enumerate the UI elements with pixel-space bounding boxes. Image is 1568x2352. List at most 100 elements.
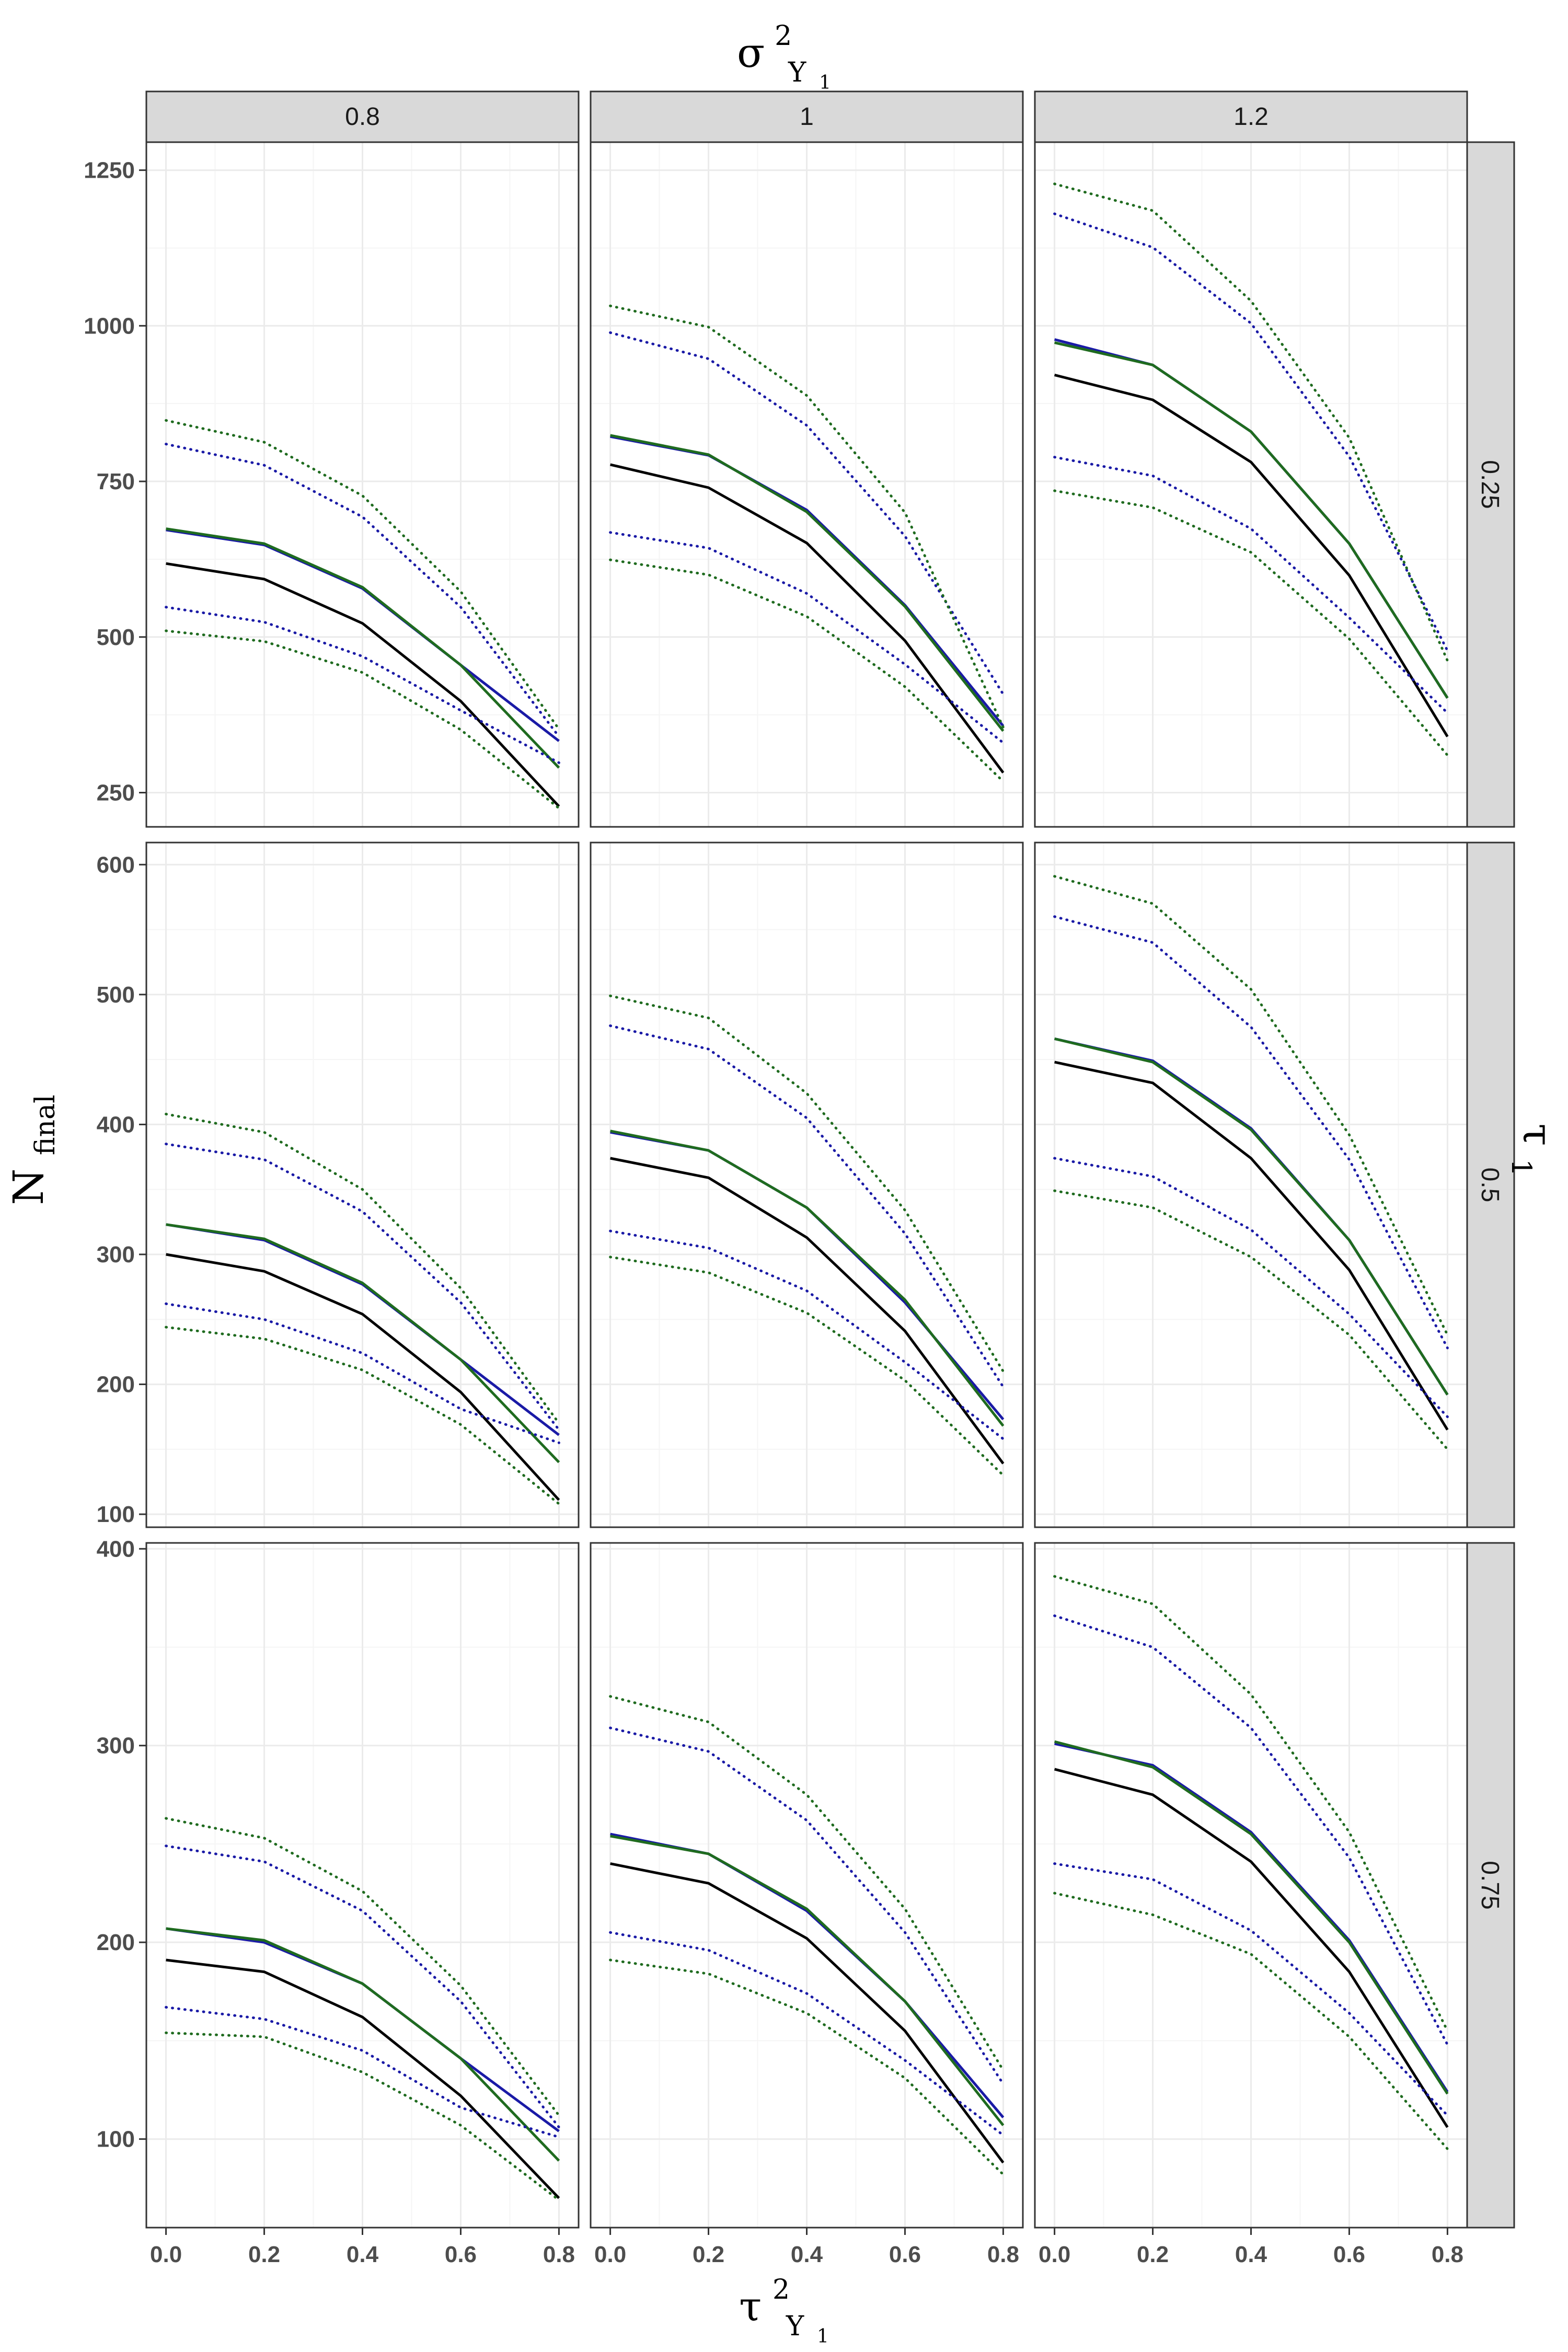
x-tick-label: 0.2: [693, 2242, 724, 2267]
series-line-green-solid: [610, 1835, 1005, 2126]
y-tick-label: 400: [97, 1112, 135, 1137]
x-tick-label: 0.6: [1333, 2242, 1365, 2267]
panel-r2-c2: [590, 841, 1024, 1528]
column-strip-label: 0.8: [345, 103, 380, 131]
x-tick-label: 0.4: [791, 2242, 823, 2267]
x-axis-title-subscript: Y: [786, 2311, 804, 2342]
column-title-subscript: Y: [788, 57, 806, 88]
series-line-black-solid: [610, 463, 1005, 774]
panel-r3-c2: 0.0 0.2 0.4 0.6 0.8: [590, 1542, 1024, 2267]
panel-r1-c2: [590, 141, 1024, 828]
panel-border: [1034, 141, 1468, 828]
row-strip-label: 0.25: [1476, 460, 1504, 509]
x-tick-label: 0.4: [1235, 2242, 1267, 2267]
series-line-black-solid: [1054, 373, 1449, 737]
y-axis-title-subscript: final: [30, 1094, 61, 1155]
y-tick-label: 1000: [84, 313, 135, 339]
x-tick-label: 0.6: [889, 2242, 921, 2267]
series-group: [1053, 182, 1449, 757]
series-line-blue-dotted: [165, 1302, 560, 1444]
series-line-blue-dotted: [165, 1844, 560, 2129]
row-facet-title: τ 1: [1505, 1123, 1561, 1176]
series-line-green-dotted: [1053, 1575, 1449, 2033]
series-group: [609, 994, 1005, 1477]
series-line-green-dotted: [609, 558, 1005, 783]
series-group: [165, 419, 560, 810]
column-title-superscript: 2: [775, 20, 792, 52]
series-line-blue-dotted: [609, 531, 1005, 744]
panel-border: [145, 141, 580, 828]
series-line-green-dotted: [609, 994, 1005, 1373]
row-strip-label: 0.75: [1476, 1861, 1504, 1909]
panel-border: [590, 141, 1024, 828]
series-line-blue-dotted: [609, 1024, 1005, 1388]
series-line-blue-dotted: [165, 2005, 560, 2139]
row-title-symbol: τ: [1514, 1123, 1561, 1146]
series-line-green-dotted: [165, 629, 560, 810]
panel-border: [590, 841, 1024, 1528]
series-line-green-dotted: [165, 1817, 560, 2117]
row-strip-label: 0.5: [1476, 1168, 1504, 1203]
x-axis-title-subsubscript: 1: [817, 2326, 829, 2347]
panel-r1-c3: [1034, 141, 1468, 828]
x-tick-label: 0.2: [248, 2242, 280, 2267]
panel-grid: 0.8 1 1.2 0.25 0.5 0.75 250 500 750 1000 1250 100 20…: [84, 90, 1515, 2267]
series-line-green-solid: [1054, 1037, 1449, 1396]
series-group: [609, 1695, 1005, 2176]
series-group: [1053, 1575, 1449, 2150]
panel-r2-c1: [145, 841, 580, 1528]
series-group: [165, 1113, 560, 1505]
y-tick-label: 300: [97, 1242, 135, 1267]
series-line-green-dotted: [165, 1113, 560, 1425]
y-tick-label: 500: [97, 982, 135, 1008]
column-strip-label: 1: [800, 103, 814, 131]
x-tick-label: 0.2: [1137, 2242, 1169, 2267]
panel-r2-c3: [1034, 841, 1468, 1528]
series-line-green-solid: [1054, 1740, 1449, 2095]
column-strip-label: 1.2: [1233, 103, 1269, 131]
column-strip-3: [1034, 90, 1468, 143]
column-title-symbol: σ: [737, 30, 765, 77]
y-tick-label: 750: [97, 469, 135, 494]
panel-r3-c1: 0.0 0.2 0.4 0.6 0.8: [145, 1542, 580, 2267]
series-line-green-dotted: [165, 419, 560, 731]
x-axis-title-symbol: τ: [739, 2284, 762, 2331]
panel-r3-c3: 0.0 0.2 0.4 0.6 0.8: [1034, 1542, 1468, 2267]
series-line-blue-dotted: [1053, 1157, 1449, 1419]
series-line-green-dotted: [1053, 489, 1449, 757]
x-tick-label: 0.8: [1432, 2242, 1463, 2267]
y-tick-label: 1250: [84, 158, 135, 183]
series-line-green-solid: [1054, 341, 1449, 699]
series-line-blue-dotted: [609, 1726, 1005, 2085]
y-tick-label: 100: [97, 1502, 135, 1527]
series-line-blue-dotted: [609, 331, 1005, 696]
y-tick-label: 500: [97, 625, 135, 650]
y-tick-label: 400: [97, 1536, 135, 1562]
y-axis-title-main: N: [4, 1169, 53, 1205]
y-axis-title: N final: [4, 1094, 61, 1205]
series-group: [609, 304, 1005, 783]
series-line-green-dotted: [609, 1255, 1005, 1477]
y-tick-label: 250: [97, 780, 135, 806]
panel-border: [145, 841, 580, 1528]
series-line-blue-dotted: [1053, 456, 1449, 714]
series-line-green-solid: [166, 1927, 560, 2162]
series-line-green-solid: [610, 1129, 1005, 1427]
row-strip-3: [1466, 1542, 1515, 2229]
series-line-green-dotted: [1053, 875, 1449, 1336]
column-facet-title: σ 2 Y 1: [737, 8, 831, 94]
series-line-blue-dotted: [1053, 915, 1449, 1350]
series-line-green-solid: [166, 527, 560, 769]
x-axis-title: τ 2 Y 1: [739, 2262, 829, 2347]
x-tick-label: 0.8: [543, 2242, 575, 2267]
panel-r1-c1: [145, 141, 580, 828]
column-strip-1: [145, 90, 580, 143]
y-tick-label: 100: [97, 2127, 135, 2152]
x-tick-label: 0.6: [445, 2242, 477, 2267]
column-strip-2: [590, 90, 1024, 143]
x-tick-label: 0.0: [1039, 2242, 1070, 2267]
x-tick-label: 0.0: [150, 2242, 182, 2267]
series-line-black-solid: [166, 1958, 560, 2199]
x-tick-label: 0.0: [594, 2242, 626, 2267]
